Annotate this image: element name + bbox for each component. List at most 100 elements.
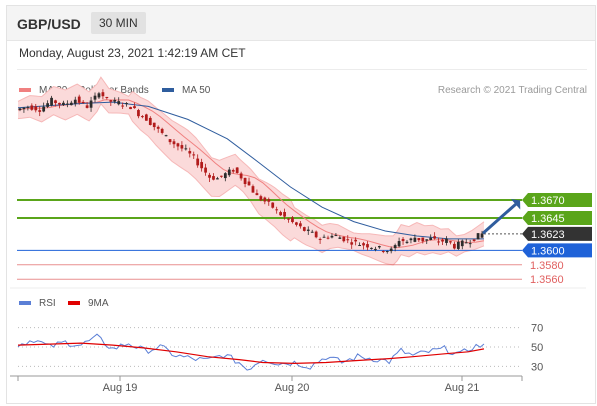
chart-widget: GBP/USD 30 MIN Monday, August 23, 2021 1… [6, 5, 596, 404]
candle-body [354, 239, 358, 242]
candle-body [117, 101, 121, 105]
level-tag-1.3600: 1.3600 [522, 243, 592, 258]
level-label-1.3560: 1.3560 [530, 274, 564, 286]
candle-body [464, 242, 468, 244]
candle-body [437, 241, 440, 243]
candle-body [302, 227, 306, 231]
candle-body [62, 102, 65, 106]
instrument-symbol: GBP/USD [17, 16, 81, 32]
candle-body [358, 245, 361, 247]
candle-body [204, 167, 207, 173]
candle-body [113, 99, 117, 102]
bollinger-upper-line [17, 76, 485, 237]
candle-body [283, 211, 286, 217]
candle-body [295, 222, 298, 225]
candle-body [168, 139, 172, 143]
candle-body [65, 103, 69, 105]
candle-body [54, 100, 57, 104]
candle-body [314, 231, 318, 238]
candle-body [200, 162, 204, 169]
candle-body [129, 107, 132, 110]
level-tag-1.3670: 1.3670 [522, 193, 592, 207]
candle-body [46, 103, 50, 107]
legend-label-1: MA 50 [182, 85, 211, 96]
candle-body [101, 92, 105, 97]
candle-body [58, 102, 61, 105]
candle-body [133, 106, 136, 109]
timeframe-badge[interactable]: 30 MIN [91, 12, 146, 34]
level-label-1.3600: 1.3600 [531, 245, 565, 257]
candle-body [279, 212, 283, 216]
bollinger-band [18, 77, 484, 265]
forecast-arrow-shaft [482, 202, 518, 234]
rsi-legend-swatch-1 [68, 301, 80, 305]
candle-body [141, 116, 144, 118]
candle-body [413, 237, 417, 242]
candle-body [50, 97, 53, 106]
candle-body [73, 99, 77, 104]
candle-body [97, 93, 101, 98]
level-label-1.3580: 1.3580 [530, 260, 564, 272]
x-tick-label-2: Aug 21 [445, 382, 480, 394]
candle-body [310, 231, 314, 233]
candle-body [334, 235, 338, 237]
level-tag-1.3645: 1.3645 [522, 211, 592, 225]
candle-body [452, 243, 456, 249]
candle-body [188, 151, 192, 154]
candle-body [456, 241, 460, 249]
candle-body [441, 239, 444, 242]
candle-body [156, 126, 160, 129]
candle-body [397, 241, 401, 247]
rsi-legend-label-0: RSI [39, 298, 56, 309]
candle-body [445, 238, 448, 243]
rsi-tick-70: 70 [531, 323, 543, 335]
candle-body [180, 145, 184, 149]
candle-body [219, 175, 223, 177]
candle-body [164, 135, 168, 137]
candle-body [30, 105, 34, 110]
candle-body [476, 233, 480, 240]
level-tag-bg-1.3623 [522, 226, 592, 241]
candle-body [306, 229, 310, 231]
candle-body [330, 235, 334, 238]
candle-body [42, 106, 46, 112]
legend-swatch-0 [19, 88, 31, 92]
candle-body [255, 193, 259, 196]
candle-body [235, 167, 239, 173]
level-tag-bg-1.3600 [522, 243, 592, 258]
candle-body [208, 174, 211, 178]
candle-body [385, 251, 389, 253]
candle-body [374, 248, 377, 250]
rsi-ma9-line [17, 342, 485, 365]
candle-body [38, 110, 42, 112]
level-label-1.3623: 1.3623 [531, 229, 565, 241]
candle-body [184, 148, 188, 150]
candle-body [227, 169, 231, 176]
candle-body [381, 251, 385, 253]
chart-header: GBP/USD 30 MIN [7, 6, 595, 41]
level-tag-1.3623: 1.3623 [522, 226, 592, 241]
candle-body [85, 105, 89, 108]
candle-body [460, 240, 464, 247]
candle-body [472, 239, 476, 241]
x-tick-label-1: Aug 20 [275, 382, 310, 394]
candle-body [401, 238, 405, 242]
candle-body [251, 186, 255, 193]
candle-body [271, 202, 275, 208]
rsi-legend-swatch-0 [19, 301, 31, 305]
candle-body [18, 108, 22, 111]
candle-body [346, 239, 350, 241]
candle-body [148, 117, 152, 125]
level-tag-bg-1.3645 [522, 211, 592, 225]
level-tag-bg-1.3670 [522, 193, 592, 207]
candle-body [216, 178, 219, 180]
candle-body [144, 114, 148, 121]
candle-body [89, 100, 93, 108]
chart-credit: Research © 2021 Trading Central [438, 85, 587, 96]
candle-body [298, 223, 302, 227]
candle-body [69, 102, 73, 106]
candle-body [480, 233, 484, 238]
candle-body [433, 236, 437, 239]
candle-body [275, 209, 279, 211]
